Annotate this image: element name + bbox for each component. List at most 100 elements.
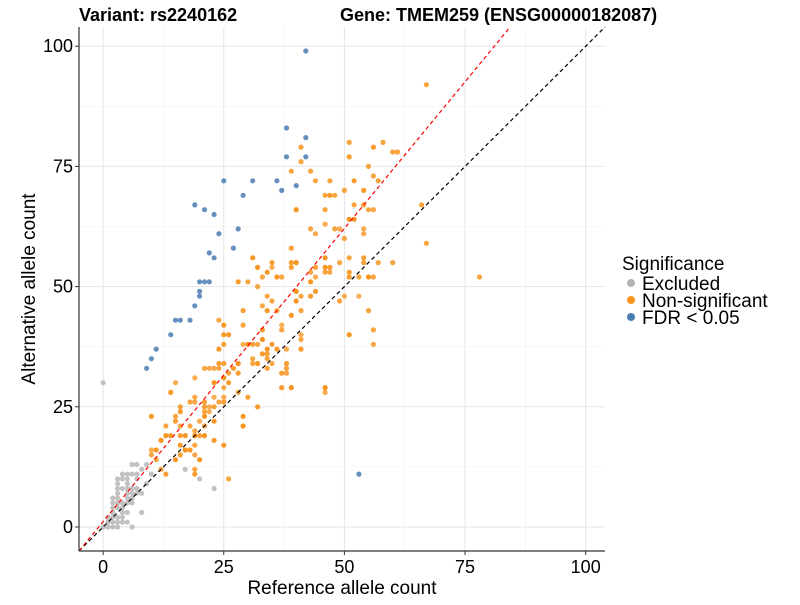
point-non-significant (327, 264, 333, 270)
point-non-significant (192, 375, 198, 381)
point-fdr (148, 356, 154, 362)
point-non-significant (192, 399, 198, 405)
point-non-significant (172, 418, 179, 424)
point-excluded (110, 505, 116, 511)
point-excluded (110, 519, 116, 525)
point-non-significant (288, 168, 294, 174)
point-non-significant (240, 308, 246, 314)
point-non-significant (341, 293, 347, 299)
point-fdr (144, 365, 150, 371)
point-non-significant (322, 389, 328, 395)
point-excluded (115, 481, 121, 487)
point-non-significant (153, 447, 159, 453)
point-non-significant (221, 341, 227, 347)
point-non-significant (293, 207, 299, 213)
point-non-significant (293, 298, 299, 304)
axes: 0 25 50 75 100 0 25 50 75 100 (43, 27, 605, 577)
point-excluded (115, 476, 121, 482)
point-non-significant (322, 221, 328, 227)
point-non-significant (423, 82, 429, 88)
point-excluded (119, 519, 125, 525)
point-non-significant (264, 365, 270, 371)
point-non-significant (274, 346, 280, 352)
point-non-significant (327, 192, 333, 198)
point-fdr (283, 154, 290, 160)
point-non-significant (221, 385, 227, 391)
point-excluded (129, 490, 135, 496)
point-fdr (197, 279, 203, 285)
point-non-significant (221, 394, 227, 400)
point-non-significant (192, 466, 198, 472)
point-excluded (129, 485, 135, 492)
point-excluded (134, 485, 140, 492)
point-non-significant (148, 447, 154, 453)
point-non-significant (279, 370, 285, 376)
point-non-significant (288, 260, 294, 266)
point-excluded (129, 524, 135, 530)
point-excluded (139, 509, 145, 516)
point-fdr (293, 183, 299, 189)
point-non-significant (370, 327, 376, 333)
point-non-significant (226, 370, 232, 376)
point-fdr (274, 178, 280, 184)
point-non-significant (365, 274, 372, 280)
point-non-significant (206, 365, 212, 371)
point-non-significant (298, 308, 304, 314)
point-non-significant (259, 351, 265, 357)
point-fdr (216, 231, 222, 237)
point-fdr (197, 293, 203, 299)
point-excluded (119, 500, 125, 506)
point-non-significant (298, 159, 304, 165)
point-fdr (283, 125, 290, 131)
point-non-significant (269, 264, 275, 270)
point-non-significant (177, 433, 183, 439)
point-fdr (197, 288, 203, 294)
x-tick-label: 50 (334, 557, 354, 577)
point-non-significant (269, 298, 275, 304)
point-fdr (206, 250, 212, 256)
legend-title: Significance (622, 254, 724, 275)
point-excluded (124, 509, 130, 516)
point-fdr (303, 154, 309, 160)
point-excluded (119, 514, 125, 520)
point-non-significant (308, 226, 314, 232)
point-fdr (235, 226, 241, 232)
point-non-significant (163, 433, 169, 439)
point-non-significant (250, 341, 256, 347)
point-non-significant (274, 274, 280, 280)
y-tick-label: 100 (43, 36, 73, 56)
point-non-significant (264, 269, 270, 275)
point-non-significant (476, 274, 483, 280)
legend-key-non-significant (627, 296, 635, 304)
point-non-significant (327, 178, 333, 184)
point-non-significant (361, 187, 367, 193)
point-non-significant (283, 360, 290, 367)
point-non-significant (250, 360, 256, 367)
point-non-significant (221, 360, 227, 367)
point-non-significant (298, 346, 304, 352)
point-non-significant (351, 216, 357, 222)
point-fdr (187, 317, 193, 323)
point-non-significant (259, 303, 265, 309)
point-non-significant (337, 226, 343, 232)
point-excluded (105, 524, 111, 530)
point-non-significant (365, 163, 372, 169)
point-non-significant (250, 356, 256, 362)
point-non-significant (312, 264, 319, 270)
point-non-significant (192, 442, 198, 448)
point-fdr (279, 187, 285, 193)
point-non-significant (346, 139, 352, 145)
point-excluded (129, 471, 135, 477)
point-non-significant (312, 288, 319, 294)
point-excluded (124, 481, 130, 487)
point-non-significant (221, 322, 227, 328)
point-non-significant (259, 327, 265, 333)
point-non-significant (221, 442, 227, 448)
point-non-significant (226, 380, 232, 386)
point-excluded (134, 461, 140, 468)
point-non-significant (423, 240, 429, 246)
point-non-significant (211, 437, 217, 443)
point-non-significant (283, 365, 290, 371)
point-non-significant (308, 168, 314, 174)
